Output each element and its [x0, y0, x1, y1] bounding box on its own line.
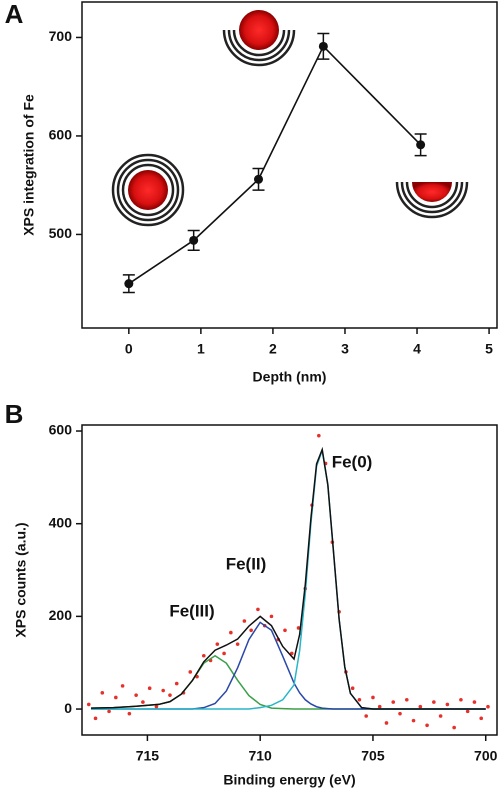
data-point	[124, 279, 134, 289]
data-point	[107, 709, 111, 714]
data-point	[318, 41, 328, 51]
data-point	[371, 695, 375, 700]
data-point	[296, 626, 301, 630]
y-tick-label: 0	[64, 700, 72, 716]
plot-frame	[81, 1, 498, 329]
y-tick-label: 500	[49, 225, 73, 241]
data-point	[357, 697, 362, 702]
data-point	[222, 651, 226, 656]
y-tick-label: 400	[49, 514, 73, 530]
data-point	[377, 704, 382, 709]
data-point	[452, 725, 456, 730]
data-point	[404, 697, 409, 702]
series-line	[91, 446, 486, 710]
icon-middle	[222, 10, 296, 67]
data-point	[350, 686, 355, 690]
series-line	[91, 621, 486, 710]
y-tick-label: 700	[49, 28, 73, 44]
data-point	[438, 714, 443, 718]
data-point	[459, 697, 463, 702]
data-point	[411, 718, 416, 723]
data-point	[425, 723, 429, 728]
x-tick-label: 2	[269, 341, 277, 357]
particle-icons	[111, 10, 469, 227]
data-point	[215, 642, 220, 646]
x-tick-label: 715	[136, 748, 160, 764]
x-tick-label: 700	[474, 748, 498, 764]
peak-annotation: Fe(III)	[169, 601, 214, 620]
x-tick-label: 705	[361, 748, 385, 764]
x-tick-label: 5	[485, 341, 493, 357]
x-tick-label: 1	[197, 341, 205, 357]
y-axis-label: XPS counts (a.u.)	[13, 522, 29, 637]
data-point	[120, 684, 125, 688]
data-point	[465, 709, 470, 714]
icon-deep	[395, 181, 469, 219]
plot-frame	[81, 424, 498, 736]
data-point	[154, 704, 159, 709]
data-point	[317, 433, 321, 438]
data-point	[418, 704, 423, 709]
data-point	[147, 686, 152, 690]
panel-label: B	[5, 399, 24, 429]
data-point	[188, 670, 193, 674]
data-point	[254, 174, 264, 184]
data-point	[174, 681, 179, 686]
data-point	[472, 700, 477, 704]
x-tick-label: 4	[413, 341, 421, 357]
peak-annotation: Fe(0)	[332, 452, 373, 471]
data-point	[168, 693, 172, 697]
data-point	[416, 140, 426, 150]
data-point	[229, 630, 233, 635]
y-axis-label: XPS integration of Fe	[21, 94, 37, 236]
series-line	[91, 654, 486, 710]
data-point	[161, 688, 165, 693]
data-point	[141, 700, 145, 704]
data-point	[479, 716, 484, 721]
data-point	[364, 714, 368, 718]
data-point	[289, 651, 294, 656]
x-tick-label: 0	[125, 341, 133, 357]
data-point	[249, 628, 253, 633]
y-tick-label: 600	[49, 127, 73, 143]
peak-annotation: Fe(II)	[226, 554, 267, 573]
data-point	[256, 607, 260, 612]
x-tick-label: 3	[341, 341, 349, 357]
x-axis-label: Binding energy (eV)	[223, 772, 355, 788]
data-point	[127, 711, 132, 716]
data-point	[86, 702, 91, 707]
data-point	[134, 693, 138, 697]
data-point	[391, 700, 396, 704]
data-point	[93, 716, 98, 721]
data-point	[384, 721, 389, 725]
data-point	[100, 691, 105, 695]
data-point	[398, 711, 402, 716]
panel-label: A	[5, 0, 24, 29]
icon-surface	[111, 153, 185, 227]
data-point	[242, 619, 247, 623]
data-point	[269, 614, 274, 619]
data-point	[201, 653, 206, 658]
y-tick-label: 600	[49, 422, 73, 438]
data-point	[189, 235, 199, 245]
data-point	[486, 704, 490, 709]
x-axis-label: Depth (nm)	[253, 369, 327, 385]
data-point	[114, 695, 118, 700]
data-point	[445, 702, 450, 707]
data-point	[235, 642, 240, 646]
y-tick-label: 200	[49, 607, 73, 623]
x-tick-label: 710	[248, 748, 272, 764]
data-point	[432, 700, 436, 704]
data-point	[283, 628, 287, 633]
